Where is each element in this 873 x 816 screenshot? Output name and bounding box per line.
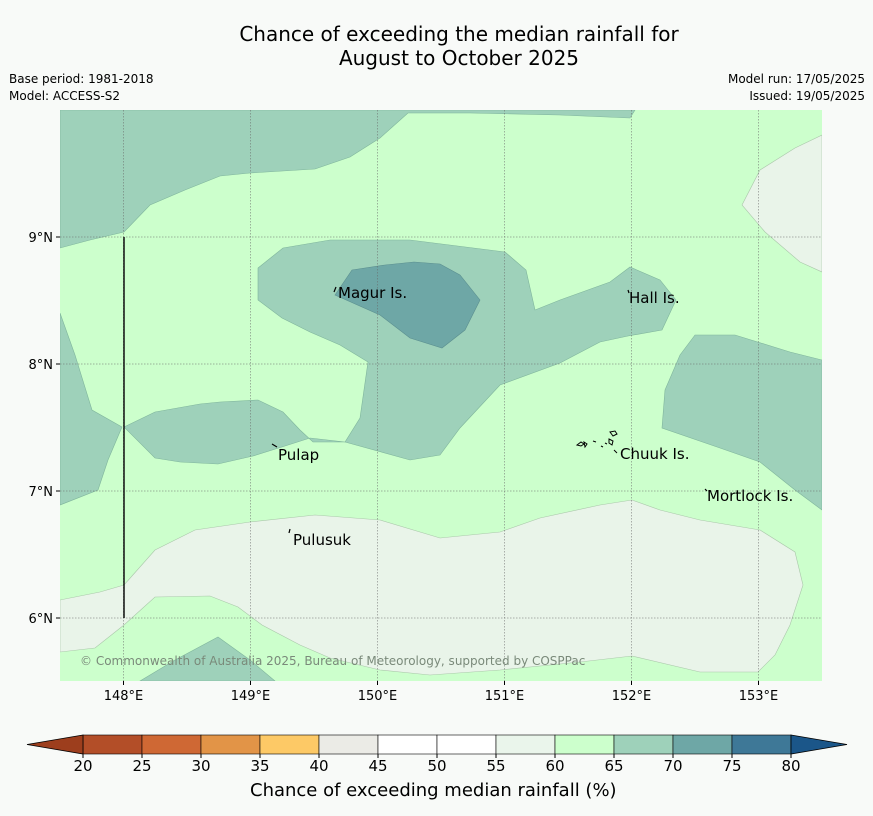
lat-tick-label: 6°N — [29, 612, 54, 627]
mortlock-island-marker — [704, 488, 708, 492]
lon-tick-label: 149°E — [231, 689, 271, 704]
title-line-2: August to October 2025 — [338, 46, 580, 70]
colorbar-tick-label: 30 — [191, 757, 210, 775]
colorbar-tick-label: 35 — [250, 757, 269, 775]
colorbar-cell — [436, 734, 497, 755]
colorbar-tick-label: 75 — [722, 757, 741, 775]
issued-date: Issued: 19/05/2025 — [749, 89, 865, 103]
map-title: Chance of exceeding the median rainfall … — [0, 22, 873, 70]
colorbar-tick-label: 60 — [545, 757, 564, 775]
place-label-pulap: Pulap — [278, 446, 319, 464]
copyright-note: © Commonwealth of Australia 2025, Bureau… — [80, 654, 585, 668]
lon-tick-label: 150°E — [358, 689, 398, 704]
colorbar-ticks: 20 25 30 35 40 45 50 55 60 65 70 75 80 — [73, 754, 801, 775]
region-40-55-south — [60, 499, 804, 676]
colorbar-tick-label: 40 — [309, 757, 328, 775]
pulap-island-marker — [271, 443, 278, 448]
longitude-axis: 148°E 149°E 150°E 151°E 152°E 153°E — [104, 681, 779, 704]
colorbar-tick-label: 50 — [427, 757, 446, 775]
colorbar-cell — [495, 734, 556, 755]
colorbar-cell — [318, 734, 379, 755]
lat-tick-label: 8°N — [29, 358, 54, 373]
place-label-magur: Magur Is. — [338, 284, 407, 302]
hall-island-marker — [627, 289, 630, 294]
colorbar-cell — [259, 734, 320, 755]
chuuk-lagoon-islands — [575, 430, 618, 454]
colorbar-cell — [613, 734, 674, 755]
colorbar-tick-label: 25 — [132, 757, 151, 775]
place-label-pulusuk: Pulusuk — [293, 531, 351, 549]
colorbar-cell — [377, 734, 438, 755]
colorbar-under-arrow — [26, 734, 84, 755]
colorbar-tick-label: 45 — [368, 757, 387, 775]
colorbar-cell — [672, 734, 733, 755]
region-65-70-west — [60, 312, 123, 506]
map-plot-area — [60, 110, 822, 681]
colorbar-tick-label: 80 — [781, 757, 800, 775]
model-info: Base period: 1981-2018 Model: ACCESS-S2 — [9, 71, 154, 105]
colorbar-title: Chance of exceeding median rainfall (%) — [250, 780, 617, 801]
colorbar-cell — [731, 734, 792, 755]
region-65-70-south — [139, 636, 276, 681]
model-name: Model: ACCESS-S2 — [9, 89, 121, 103]
lon-tick-label: 152°E — [612, 689, 652, 704]
magur-island-marker — [333, 286, 337, 293]
place-label-chuuk: Chuuk Is. — [620, 445, 689, 463]
colorbar-over-arrow — [790, 734, 848, 755]
island-markers — [271, 286, 708, 534]
pulusuk-island-marker — [288, 528, 291, 534]
model-run-date: Model run: 17/05/2025 — [727, 72, 865, 86]
latitude-axis: 9°N 8°N 7°N 6°N — [29, 231, 60, 627]
region-70-75 — [334, 261, 481, 349]
region-65-70-east — [661, 334, 822, 511]
lon-tick-label: 148°E — [104, 689, 144, 704]
region-40-55-northeast — [741, 134, 822, 273]
colorbar-cell — [554, 734, 615, 755]
colorbar-tick-label: 55 — [486, 757, 505, 775]
colorbar-tick-label: 70 — [663, 757, 682, 775]
lat-tick-label: 7°N — [29, 485, 54, 500]
lon-tick-label: 153°E — [739, 689, 779, 704]
run-info: Model run: 17/05/2025 Issued: 19/05/2025 — [728, 71, 865, 105]
place-label-hall: Hall Is. — [629, 289, 680, 307]
colorbar-cell — [200, 734, 261, 755]
colorbar-cells — [82, 734, 792, 755]
base-period: Base period: 1981-2018 — [9, 72, 154, 86]
lat-tick-label: 9°N — [29, 231, 54, 246]
colorbar-cell — [141, 734, 202, 755]
colorbar-tick-label: 65 — [604, 757, 623, 775]
colorbar-tick-label: 20 — [73, 757, 92, 775]
place-label-mortlock: Mortlock Is. — [707, 487, 793, 505]
region-65-70-central — [123, 239, 677, 465]
region-65-70-north — [60, 110, 636, 249]
lon-tick-label: 151°E — [485, 689, 525, 704]
colorbar-cell — [82, 734, 143, 755]
title-line-1: Chance of exceeding the median rainfall … — [239, 22, 679, 46]
